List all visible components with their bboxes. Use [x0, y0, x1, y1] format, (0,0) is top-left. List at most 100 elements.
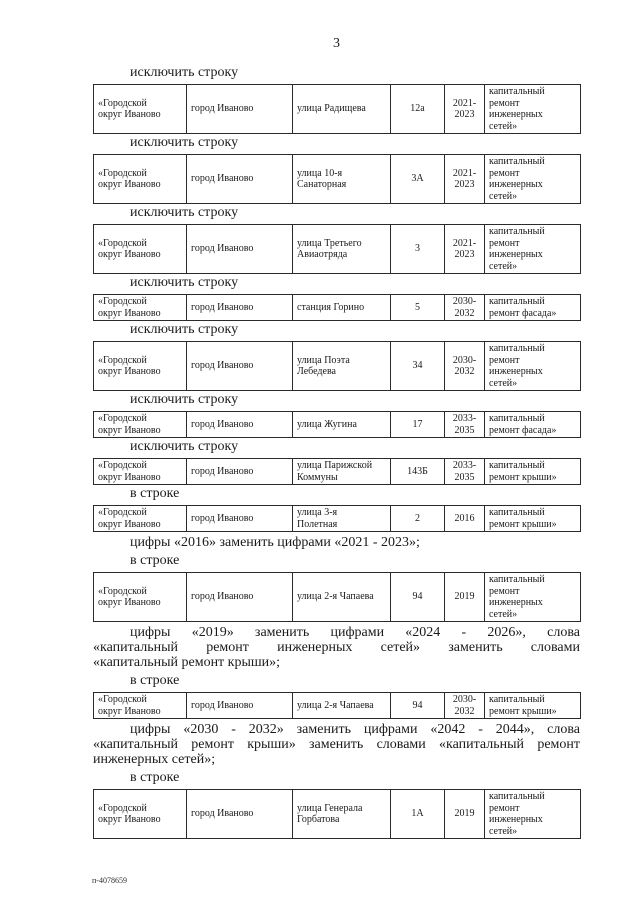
- table-cell-street: улица Жугина: [292, 411, 391, 438]
- table-row: «Городской округ Иваново город Иваново ста…: [93, 294, 581, 321]
- table-row: «Городской округ Иваново город Иваново ули…: [93, 84, 581, 134]
- table-row: «Городской округ Иваново город Иваново ули…: [93, 154, 581, 204]
- table-cell-house: 143Б: [390, 458, 445, 485]
- amendment-paragraph: цифры «2016» заменить цифрами «2021 - 20…: [93, 535, 580, 550]
- paragraph-line: цифры «2016» заменить цифрами «2021 - 20…: [130, 535, 420, 550]
- table-row: «Городской округ Иваново город Иваново ули…: [93, 411, 581, 438]
- table-cell-city: город Иваново: [186, 294, 293, 321]
- section-heading: исключить строку: [130, 322, 239, 337]
- table-cell-house: 3: [390, 224, 445, 274]
- table-row: «Городской округ Иваново город Иваново ули…: [93, 505, 581, 532]
- table-cell-city: город Иваново: [186, 224, 293, 274]
- table-cell-years: 2021- 2023: [444, 224, 485, 274]
- table-cell-years: 2030- 2032: [444, 341, 485, 391]
- table-cell-house: 3А: [390, 154, 445, 204]
- table-cell-work: капитальный ремонт инженерных сетей»: [484, 341, 581, 391]
- table-cell-region: «Городской округ Иваново: [93, 458, 187, 485]
- section-heading: в строке: [130, 673, 180, 688]
- table-cell-house: 17: [390, 411, 445, 438]
- table-cell-years: 2033- 2035: [444, 411, 485, 438]
- section-heading: в строке: [130, 770, 180, 785]
- table-cell-street: улица 10-я Санаторная: [292, 154, 391, 204]
- table-cell-region: «Городской округ Иваново: [93, 224, 187, 274]
- table-cell-work: капитальный ремонт крыши»: [484, 458, 581, 485]
- table-row: «Городской округ Иваново город Иваново ули…: [93, 341, 581, 391]
- table-cell-years: 2019: [444, 572, 485, 622]
- table-row: «Городской округ Иваново город Иваново ули…: [93, 572, 581, 622]
- table-row: «Городской округ Иваново город Иваново ули…: [93, 692, 581, 719]
- table-cell-street: улица Третьего Авиаотряда: [292, 224, 391, 274]
- table-cell-work: капитальный ремонт инженерных сетей»: [484, 224, 581, 274]
- data-table: «Городской округ Иваново город Иваново ули…: [93, 789, 581, 839]
- table-cell-street: улица 2-я Чапаева: [292, 692, 391, 719]
- table-cell-work: капитальный ремонт инженерных сетей»: [484, 789, 581, 839]
- table-cell-house: 1А: [390, 789, 445, 839]
- table-cell-city: город Иваново: [186, 692, 293, 719]
- table-cell-years: 2019: [444, 789, 485, 839]
- table-row: «Городской округ Иваново город Иваново ули…: [93, 458, 581, 485]
- table-cell-region: «Городской округ Иваново: [93, 341, 187, 391]
- table-cell-region: «Городской округ Иваново: [93, 294, 187, 321]
- table-cell-years: 2021- 2023: [444, 154, 485, 204]
- table-cell-years: 2021- 2023: [444, 84, 485, 134]
- table-cell-region: «Городской округ Иваново: [93, 572, 187, 622]
- data-table: «Городской округ Иваново город Иваново ули…: [93, 154, 581, 204]
- table-cell-city: город Иваново: [186, 154, 293, 204]
- data-table: «Городской округ Иваново город Иваново ули…: [93, 411, 581, 438]
- amendment-paragraph: цифры «2030 - 2032» заменить цифрами «20…: [93, 722, 580, 767]
- table-cell-city: город Иваново: [186, 572, 293, 622]
- table-cell-city: город Иваново: [186, 84, 293, 134]
- table-cell-house: 34: [390, 341, 445, 391]
- table-cell-street: улица Парижской Коммуны: [292, 458, 391, 485]
- amendment-paragraph: цифры «2019» заменить цифрами «2024 - 20…: [93, 625, 580, 670]
- section-heading: исключить строку: [130, 135, 239, 150]
- table-cell-work: капитальный ремонт крыши»: [484, 692, 581, 719]
- table-cell-city: город Иваново: [186, 505, 293, 532]
- table-cell-street: улица 3-я Полетная: [292, 505, 391, 532]
- table-cell-years: 2033- 2035: [444, 458, 485, 485]
- data-table: «Городской округ Иваново город Иваново ули…: [93, 692, 581, 719]
- table-cell-work: капитальный ремонт инженерных сетей»: [484, 154, 581, 204]
- table-cell-street: улица Поэта Лебедева: [292, 341, 391, 391]
- table-cell-street: улица 2-я Чапаева: [292, 572, 391, 622]
- table-row: «Городской округ Иваново город Иваново ули…: [93, 224, 581, 274]
- table-cell-house: 2: [390, 505, 445, 532]
- data-table: «Городской округ Иваново город Иваново ули…: [93, 341, 581, 391]
- section-heading: в строке: [130, 553, 180, 568]
- table-cell-region: «Городской округ Иваново: [93, 692, 187, 719]
- table-cell-city: город Иваново: [186, 458, 293, 485]
- table-cell-region: «Городской округ Иваново: [93, 789, 187, 839]
- section-heading: исключить строку: [130, 65, 239, 80]
- table-cell-house: 5: [390, 294, 445, 321]
- section-heading: исключить строку: [130, 392, 239, 407]
- table-cell-work: капитальный ремонт крыши»: [484, 505, 581, 532]
- data-table: «Городской округ Иваново город Иваново ули…: [93, 572, 581, 622]
- section-heading: в строке: [130, 486, 180, 501]
- table-cell-region: «Городской округ Иваново: [93, 411, 187, 438]
- section-heading: исключить строку: [130, 439, 239, 454]
- data-table: «Городской округ Иваново город Иваново ули…: [93, 505, 581, 532]
- table-cell-work: капитальный ремонт инженерных сетей»: [484, 572, 581, 622]
- data-table: «Городской округ Иваново город Иваново ули…: [93, 458, 581, 485]
- table-cell-city: город Иваново: [186, 341, 293, 391]
- doc-footer: п-4078659: [92, 876, 127, 885]
- table-cell-region: «Городской округ Иваново: [93, 154, 187, 204]
- table-cell-years: 2030- 2032: [444, 692, 485, 719]
- page-content: 3 исключить строку «Городской округ Ивано…: [93, 0, 581, 839]
- paragraph-line: цифры «2030 - 2032» заменить цифрами «20…: [130, 722, 580, 737]
- section-heading: исключить строку: [130, 205, 239, 220]
- section-heading: исключить строку: [130, 275, 239, 290]
- data-table: «Городской округ Иваново город Иваново ста…: [93, 294, 581, 321]
- table-cell-city: город Иваново: [186, 411, 293, 438]
- table-cell-house: 94: [390, 692, 445, 719]
- table-cell-region: «Городской округ Иваново: [93, 84, 187, 134]
- paragraph-line: «капитальный ремонт инженерных сетей» за…: [93, 640, 580, 655]
- table-cell-street: улица Генерала Горбатова: [292, 789, 391, 839]
- paragraph-line: «капитальный ремонт крыши»;: [93, 655, 281, 670]
- table-cell-city: город Иваново: [186, 789, 293, 839]
- paragraph-line: цифры «2019» заменить цифрами «2024 - 20…: [130, 625, 580, 640]
- table-cell-years: 2016: [444, 505, 485, 532]
- document-page: 3 исключить строку «Городской округ Ивано…: [92, 0, 581, 885]
- paragraph-line: «капитальный ремонт крыши» заменить слов…: [93, 737, 580, 752]
- table-cell-street: улица Радищева: [292, 84, 391, 134]
